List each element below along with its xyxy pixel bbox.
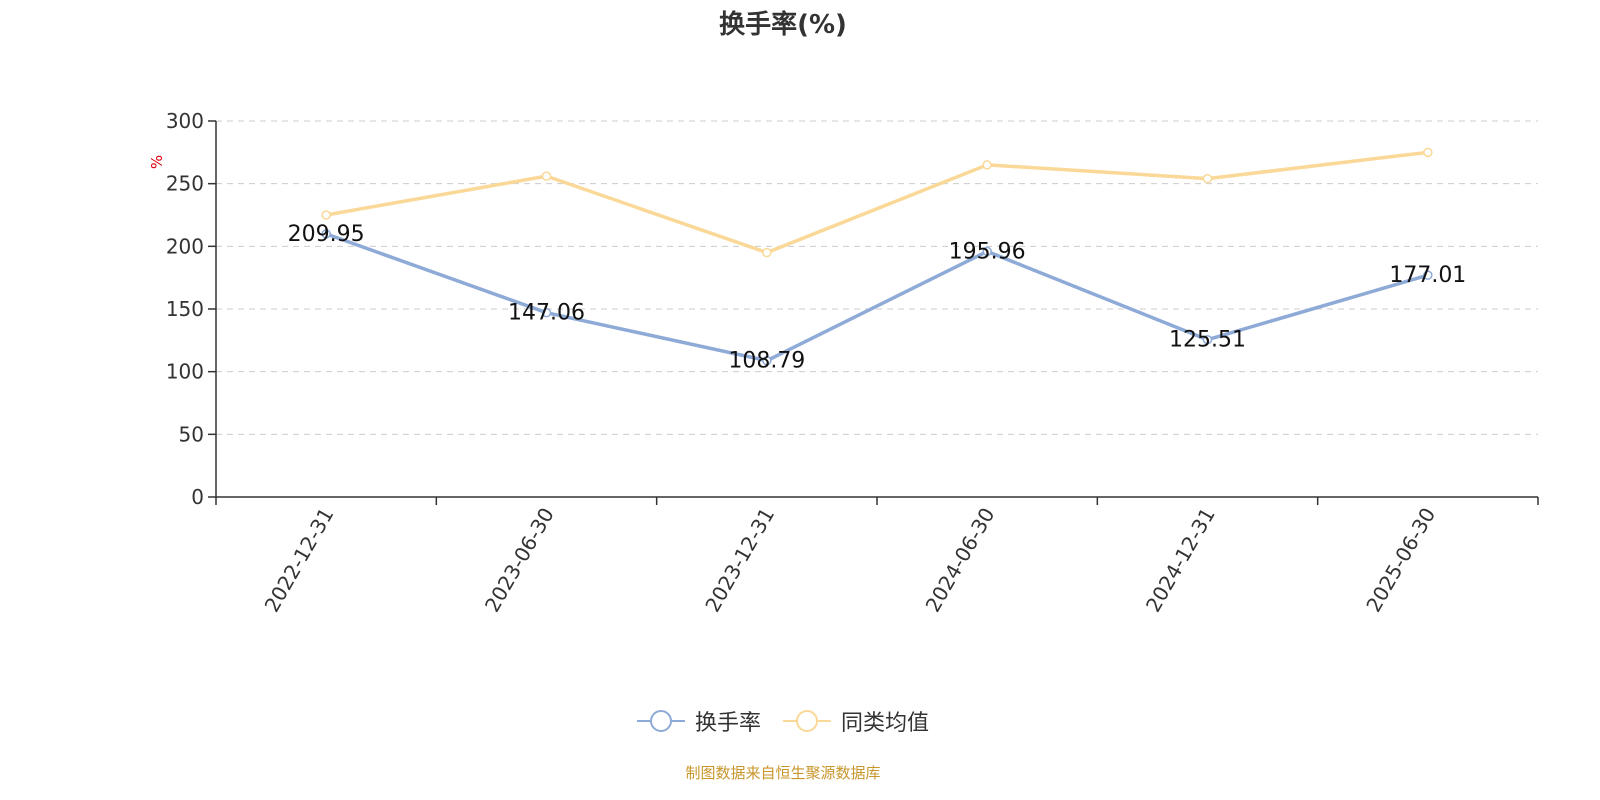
- data-label: 177.01: [1389, 263, 1466, 288]
- y-tick-label: 0: [191, 485, 204, 509]
- series-point-1: [541, 171, 552, 181]
- series-point-1: [1202, 173, 1213, 184]
- series-group: [321, 147, 1433, 366]
- series-point-0: [1202, 334, 1213, 345]
- series-point-0: [321, 229, 331, 239]
- y-axis-label: %: [148, 155, 166, 169]
- y-tick-label: 250: [166, 172, 204, 196]
- legend-label: 同类均值: [841, 711, 930, 736]
- series-line-0: [325, 232, 1429, 363]
- axes: 0 50 100 150 200 250 300% 2022-12-31 2023-06-30 2…: [148, 109, 1539, 617]
- series-point-1: [1423, 147, 1433, 158]
- y-tick-label: 200: [166, 234, 204, 258]
- data-labels: 209.95 147.06 108.79 195.96 125.51 177.01: [288, 222, 1467, 374]
- x-tick-label: 2022-12-31: [260, 504, 339, 617]
- data-label: 147.06: [508, 301, 585, 326]
- legend-item-series-1[interactable]: 同类均值: [783, 705, 929, 737]
- y-tick-label: 50: [179, 422, 204, 446]
- y-tick-label: 100: [166, 360, 204, 384]
- legend-line-circle-icon: [636, 710, 685, 732]
- series-point-0: [762, 355, 772, 366]
- series-point-0: [982, 246, 992, 257]
- legend-line-circle-icon: [783, 710, 831, 732]
- data-label: 108.79: [728, 349, 805, 374]
- x-tick-label: 2023-06-30: [480, 504, 559, 617]
- x-tick-label: 2024-06-30: [921, 504, 1000, 617]
- series-point-1: [321, 210, 331, 220]
- x-tick-label: 2025-06-30: [1361, 504, 1440, 617]
- y-tick-label: 300: [166, 109, 204, 133]
- y-tick-label: 150: [166, 297, 204, 321]
- series-point-1: [982, 160, 992, 170]
- footer-source: 制图数据来自恒生聚源数据库: [685, 764, 881, 782]
- series-point-0: [1423, 270, 1433, 280]
- grid-lines: [216, 120, 1538, 435]
- data-label: 209.95: [288, 222, 365, 247]
- chart-title: 换手率(%): [719, 10, 847, 40]
- series-line-1: [325, 150, 1429, 255]
- legend: 换手率 同类均值: [0, 705, 1566, 737]
- data-label: 195.96: [949, 239, 1026, 264]
- series-point-1: [762, 247, 772, 258]
- x-tick-label: 2024-12-31: [1141, 504, 1220, 617]
- x-tick-label: 2023-12-31: [700, 504, 779, 617]
- legend-label: 换手率: [694, 711, 761, 736]
- series-point-0: [541, 307, 552, 318]
- legend-item-series-0[interactable]: 换手率: [636, 705, 761, 737]
- data-label: 125.51: [1169, 328, 1246, 353]
